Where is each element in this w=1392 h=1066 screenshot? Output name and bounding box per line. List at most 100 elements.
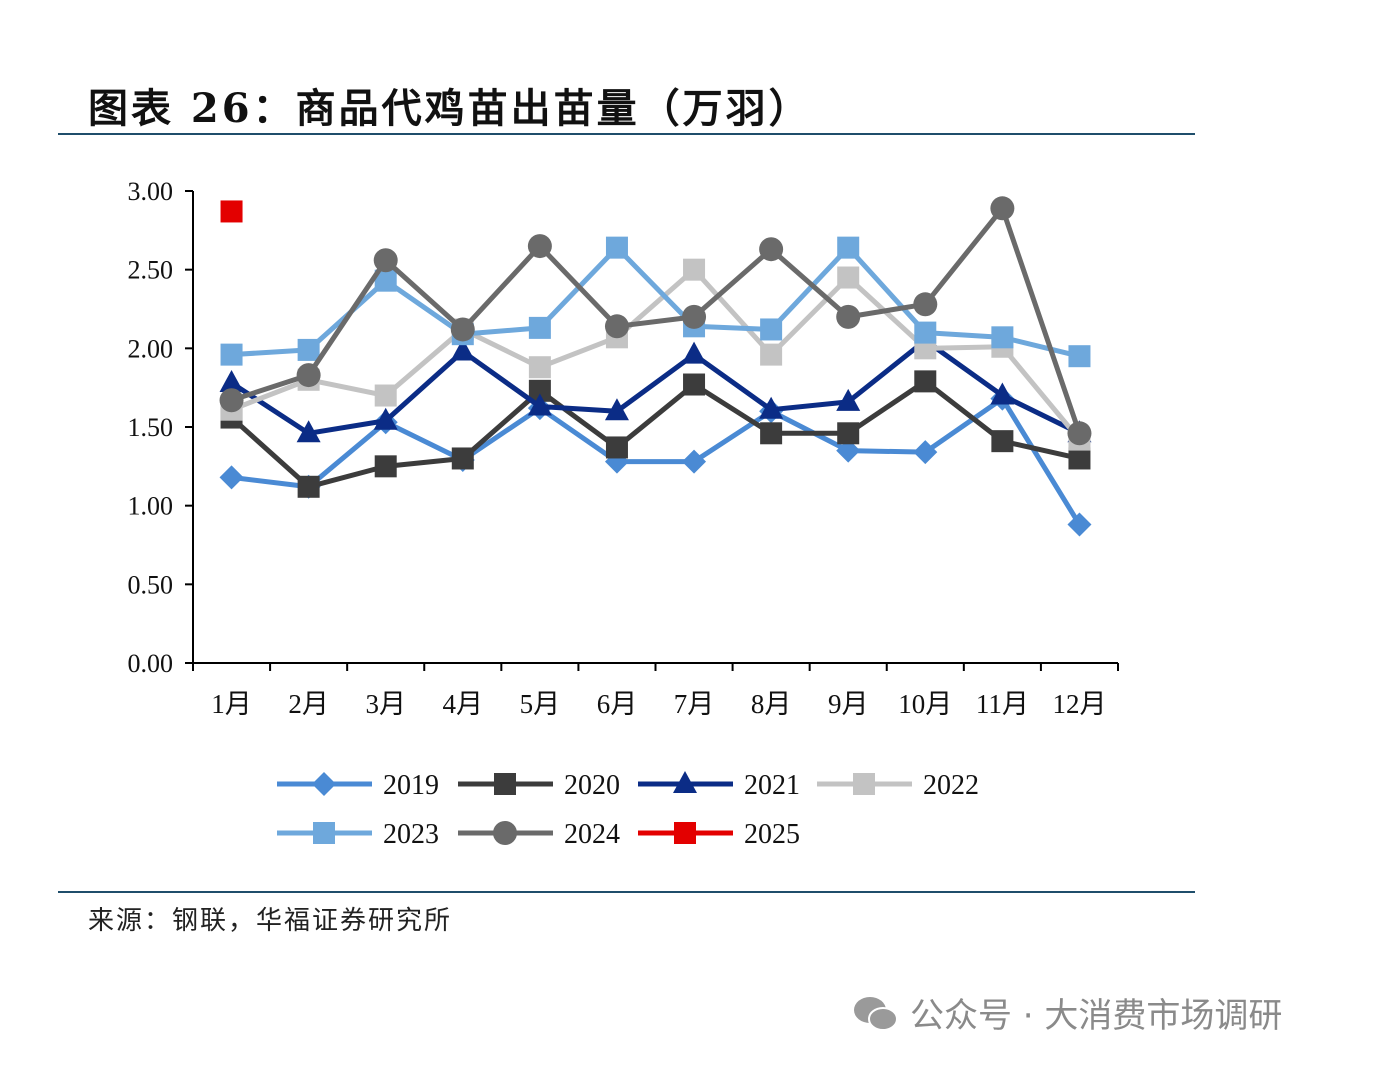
x-tick-label: 11月 <box>976 689 1029 719</box>
data-point-2019 <box>836 438 861 463</box>
chart-title: 图表 26：商品代鸡苗出苗量（万羽） <box>88 85 812 132</box>
series-line-2020 <box>229 378 1081 490</box>
y-tick-label: 1.00 <box>128 492 174 521</box>
data-point-2023 <box>991 326 1014 349</box>
data-point-2023 <box>1068 345 1091 368</box>
data-point-2024 <box>759 237 784 262</box>
data-point-2020 <box>374 455 397 478</box>
data-point-2020 <box>683 373 706 396</box>
legend-marker-2020 <box>494 773 516 795</box>
series-line-2019 <box>231 396 1082 526</box>
data-point-2024 <box>219 388 244 413</box>
data-point-2022 <box>528 356 551 379</box>
wechat-icon <box>854 996 898 1031</box>
y-tick-label: 1.50 <box>128 413 174 442</box>
data-point-2025 <box>220 200 243 223</box>
legend-marker-2025 <box>674 822 696 844</box>
data-point-2019 <box>913 440 938 465</box>
data-point-2023 <box>914 321 937 344</box>
legend-label-2022: 2022 <box>923 770 979 801</box>
series-line-2023 <box>231 245 1081 359</box>
legend-label-2024: 2024 <box>564 819 620 850</box>
legend-marker-2024 <box>493 821 517 845</box>
legend-label-2025: 2025 <box>744 819 800 850</box>
x-tick-label: 9月 <box>828 689 869 719</box>
data-point-2020 <box>297 475 320 498</box>
x-tick-label: 7月 <box>674 689 715 719</box>
data-point-2020 <box>451 447 474 470</box>
data-point-2022 <box>683 258 706 281</box>
data-point-2021 <box>604 398 629 421</box>
x-tick-label: 3月 <box>365 689 406 719</box>
data-point-2021 <box>759 396 784 419</box>
legend-marker-2022 <box>853 773 875 795</box>
data-point-2021 <box>836 388 861 411</box>
data-point-2024 <box>296 363 321 388</box>
data-point-2021 <box>219 369 244 392</box>
legend-label-2019: 2019 <box>383 770 439 801</box>
data-point-2021 <box>682 341 707 364</box>
data-point-2021 <box>296 420 321 443</box>
y-tick-label: 0.00 <box>128 649 174 678</box>
x-tick-label: 10月 <box>898 689 952 719</box>
data-point-2024 <box>604 314 629 339</box>
data-point-2020 <box>528 379 551 402</box>
data-point-2024 <box>682 304 707 329</box>
data-point-2019 <box>682 449 707 474</box>
y-tick-label: 3.00 <box>128 177 174 206</box>
data-point-2020 <box>837 422 860 445</box>
x-tick-label: 6月 <box>597 689 638 719</box>
data-point-2023 <box>528 316 551 339</box>
y-tick-label: 0.50 <box>128 570 174 599</box>
data-point-2021 <box>990 382 1015 405</box>
data-point-2020 <box>991 430 1014 453</box>
data-point-2021 <box>450 338 475 361</box>
x-tick-label: 1月 <box>211 689 252 719</box>
data-point-2021 <box>527 393 552 416</box>
data-point-2019 <box>1067 512 1092 537</box>
data-point-2023 <box>605 236 628 259</box>
legend-marker-2019 <box>312 772 336 796</box>
data-point-2022 <box>760 343 783 366</box>
legend-label-2023: 2023 <box>383 819 439 850</box>
data-point-2023 <box>837 236 860 259</box>
title-divider <box>58 133 1195 135</box>
x-tick-label: 2月 <box>288 689 329 719</box>
y-tick-label: 2.50 <box>128 256 174 285</box>
series-line-2024 <box>230 205 1082 435</box>
y-tick-label: 2.00 <box>128 334 174 363</box>
data-point-2021 <box>373 407 398 430</box>
data-point-2020 <box>605 436 628 459</box>
data-point-2023 <box>374 269 397 292</box>
data-point-2020 <box>914 370 937 393</box>
data-point-2024 <box>527 234 552 259</box>
watermark-text: 公众号 · 大消费市场调研 <box>910 996 1283 1036</box>
x-tick-label: 5月 <box>520 689 561 719</box>
source-divider <box>58 891 1195 893</box>
watermark: 公众号 · 大消费市场调研 <box>850 988 1282 1037</box>
source-note: 来源：钢联，华福证券研究所 <box>88 906 453 936</box>
series-line-2022 <box>230 267 1082 442</box>
x-tick-label: 4月 <box>443 689 484 719</box>
x-tick-label: 12月 <box>1052 689 1106 719</box>
data-point-2024 <box>913 292 938 317</box>
data-point-2024 <box>450 317 475 342</box>
data-point-2023 <box>297 338 320 361</box>
data-point-2019 <box>219 465 244 490</box>
data-point-2023 <box>220 343 243 366</box>
data-point-2020 <box>760 422 783 445</box>
data-point-2024 <box>373 248 398 273</box>
data-point-2024 <box>990 196 1015 221</box>
legend-marker-2023 <box>313 822 335 844</box>
data-point-2022 <box>837 266 860 289</box>
legend-label-2020: 2020 <box>564 770 620 801</box>
legend-label-2021: 2021 <box>744 770 800 801</box>
data-point-2024 <box>1067 421 1092 446</box>
x-tick-label: 8月 <box>751 689 792 719</box>
series-line-2021 <box>230 337 1081 436</box>
data-point-2022 <box>374 384 397 407</box>
data-point-2020 <box>1068 447 1091 470</box>
data-point-2024 <box>836 304 861 329</box>
legend-marker-2021 <box>673 771 697 793</box>
